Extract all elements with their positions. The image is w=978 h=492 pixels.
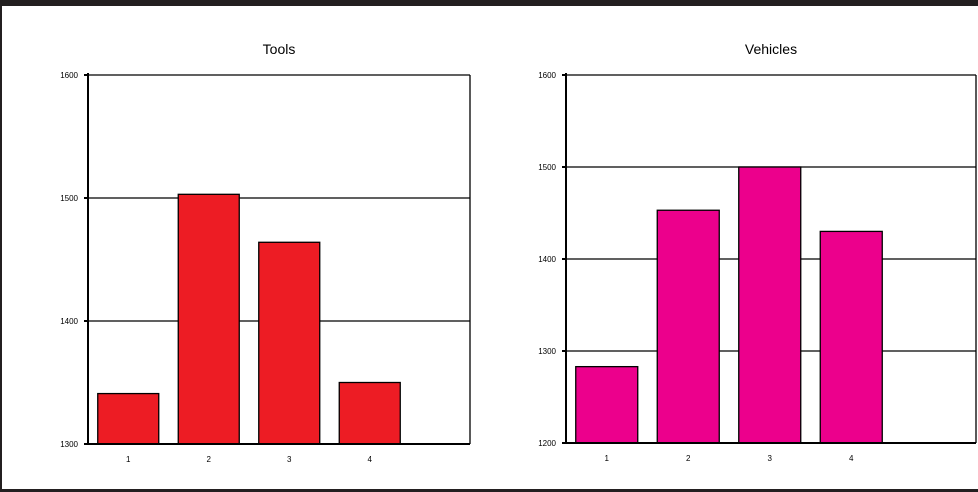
x-tick-label: 2 (686, 454, 691, 463)
y-tick-label: 1500 (538, 163, 556, 172)
x-tick-label: 4 (368, 455, 373, 464)
bar-1 (575, 365, 639, 444)
x-tick-label: 2 (207, 455, 212, 464)
bar-3 (258, 241, 321, 445)
y-tick-label: 1500 (60, 194, 78, 203)
y-tick-label: 1200 (538, 439, 556, 448)
y-tick-label: 1300 (60, 440, 78, 449)
chart-title: Vehicles (745, 41, 797, 57)
chart-title: Tools (263, 41, 296, 57)
bar-2 (177, 193, 240, 445)
chart-tools: Tools 1300 1400 1500 1600 1 2 3 4 (60, 41, 471, 464)
bar-2 (656, 209, 720, 444)
x-tick-label: 4 (849, 454, 854, 463)
y-tick-label: 1600 (60, 71, 78, 80)
bar-4 (338, 381, 401, 445)
y-tick-label: 1600 (538, 71, 556, 80)
chart-vehicles: Vehicles 1200 1300 1400 1500 1600 1 2 3 4 (538, 41, 977, 463)
bar-4 (819, 230, 883, 444)
x-tick-label: 3 (287, 455, 292, 464)
y-tick-label: 1300 (538, 347, 556, 356)
y-tick-label: 1400 (60, 317, 78, 326)
x-tick-label: 3 (768, 454, 773, 463)
y-tick-label: 1400 (538, 255, 556, 264)
bar-1 (97, 392, 160, 445)
x-tick-label: 1 (605, 454, 610, 463)
x-tick-label: 1 (126, 455, 131, 464)
bar-3 (738, 166, 802, 444)
